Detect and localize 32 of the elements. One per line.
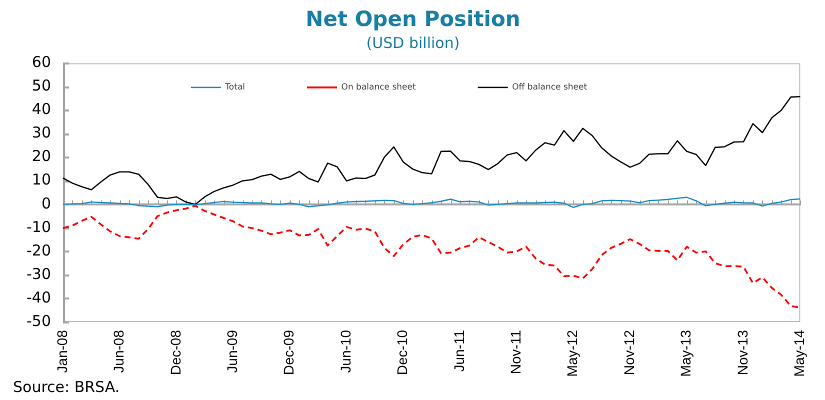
y-tick-label: -10 bbox=[26, 218, 51, 236]
x-tick-label: Dec-10 bbox=[394, 330, 410, 376]
chart-subtitle: (USD billion) bbox=[366, 34, 460, 52]
x-tick-label: Nov-13 bbox=[734, 330, 750, 376]
y-tick-label: 10 bbox=[32, 170, 51, 189]
y-tick-label: 60 bbox=[32, 53, 51, 72]
y-tick-label: 40 bbox=[32, 100, 51, 118]
y-tick-label: 20 bbox=[32, 147, 51, 166]
chart-title: Net Open Position bbox=[306, 7, 520, 32]
x-tick-label: Jun-09 bbox=[224, 330, 240, 373]
x-tick-label: May-14 bbox=[791, 330, 808, 377]
x-tick-label: Nov-11 bbox=[508, 330, 524, 374]
legend-label: On balance sheet bbox=[341, 82, 416, 93]
y-tick-label: -20 bbox=[26, 241, 51, 260]
legend-label: Off balance sheet bbox=[512, 82, 588, 93]
x-tick-label: Dec-09 bbox=[280, 330, 297, 376]
y-tick-label: -50 bbox=[26, 312, 51, 330]
source-note: Source: BRSA. bbox=[13, 378, 120, 396]
x-tick-label: Jun-10 bbox=[337, 330, 354, 373]
x-tick-label: May-13 bbox=[678, 330, 694, 377]
x-tick-label: Jun-11 bbox=[450, 330, 467, 372]
x-tick-label: Nov-12 bbox=[620, 330, 637, 376]
y-tick-label: 50 bbox=[32, 76, 51, 95]
x-tick-label: Dec-08 bbox=[167, 330, 184, 376]
y-tick-label: 0 bbox=[41, 194, 51, 212]
legend-label: Total bbox=[224, 82, 246, 93]
y-tick-label: -40 bbox=[26, 288, 51, 306]
x-tick-label: May-12 bbox=[564, 330, 580, 377]
y-tick-label: -30 bbox=[26, 264, 51, 283]
y-tick-label: 30 bbox=[32, 124, 51, 142]
x-tick-label: Jun-08 bbox=[110, 330, 127, 373]
x-tick-label: Jan-08 bbox=[54, 330, 70, 373]
